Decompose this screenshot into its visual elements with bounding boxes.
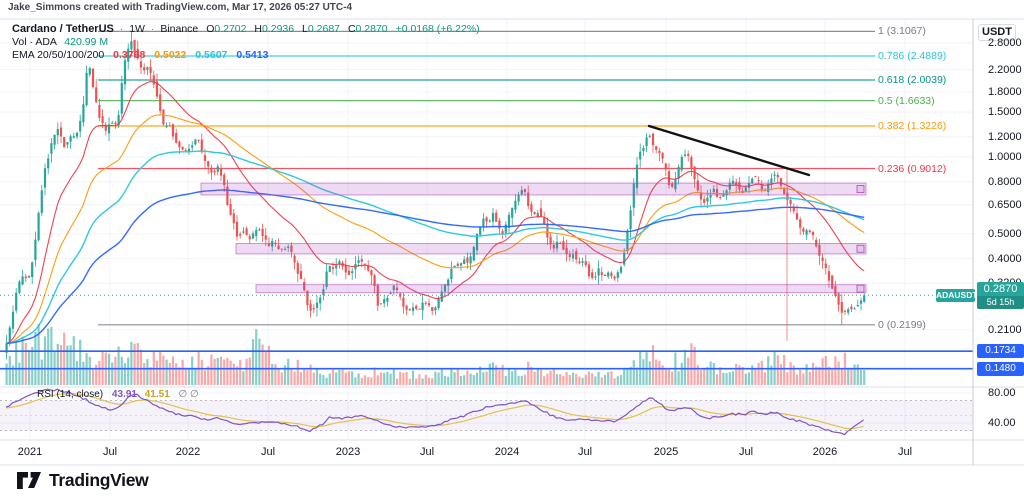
ema50-value: 0.5022 [154,49,187,61]
close-label: C [347,23,356,35]
time-tick-label: Jul [897,446,913,458]
rsi-label: RSI (14, close) [37,389,104,400]
open-value: 0.2702 [214,23,247,35]
change-value: +0.0168 (+6.22%) [395,23,480,35]
price-tick-label: 0.4000 [988,252,1022,265]
interval-label[interactable]: 1W [129,23,145,35]
rsi-tick-label: 40.00 [988,417,1016,429]
alert-price-label: 0.1734 [977,344,1024,359]
volume-label: Vol · ADA [12,36,57,48]
fib-level-label: 0.5 (1.6633) [878,94,935,107]
rsi-pane-plot [0,388,973,436]
last-price-value: 0.2870 [983,283,1018,295]
legend-symbol-row[interactable]: Cardano / TetherUS · 1W · Binance O0.270… [12,23,480,35]
fib-level-label: 0.236 (0.9012) [878,162,947,175]
price-tick-label: 2.2000 [988,63,1022,76]
rsi-value: 43.91 [111,389,137,400]
price-tick-label: 1.0000 [988,151,1022,163]
zone-rectangle[interactable] [235,243,867,255]
alert-price-label: 0.1480 [977,361,1024,376]
trendline-drawing[interactable] [647,124,811,177]
high-value: 0.2936 [262,23,295,35]
high-label: H [254,23,262,35]
rsi-tick-label: 80.00 [988,387,1016,399]
time-tick-label: Jul [260,446,276,458]
zone-handle[interactable] [856,244,865,253]
fibonacci-retracement-drawing[interactable] [98,30,875,326]
zone-rectangle[interactable] [200,182,867,196]
separator: · [119,23,124,35]
price-tick-label: 0.5000 [988,227,1022,240]
tradingview-logo-text: TradingView [49,470,149,490]
price-scale-currency-button[interactable]: USDT [978,24,1016,41]
time-tick-label: 2022 [175,446,201,458]
fib-level-label: 0 (0.2199) [878,318,926,331]
legend-volume-row[interactable]: Vol · ADA 420.99 M [12,36,108,48]
low-label: L [302,23,308,35]
time-tick-label: 2026 [812,446,838,458]
time-tick-label: Jul [577,446,593,458]
price-tick-label: 0.6500 [988,198,1022,211]
time-tick-label: Jul [419,446,435,458]
low-value: 0.2687 [307,23,341,35]
time-tick-label: Jul [738,446,754,458]
rsi-hidden-values: ∅ ∅ [178,389,199,400]
volume-value: 420.99 M [64,36,109,48]
ema200-value: 0.5413 [236,49,269,61]
bar-countdown: 5d 15h [977,296,1024,309]
rsi-ma-value: 41.51 [144,389,170,400]
pane-borders [0,18,1024,466]
separator: · [150,23,155,35]
symbol-title[interactable]: Cardano / TetherUS [12,23,114,35]
time-tick-label: Jul [102,446,118,458]
volume-series [5,323,866,385]
fib-level-label: 1 (3.1067) [878,25,926,38]
zone-rectangle[interactable] [255,284,867,294]
tradingview-logo[interactable]: TradingView [16,470,149,491]
price-tick-label: 0.2100 [988,323,1022,336]
fib-level-label: 0.382 (1.3226) [878,120,947,133]
grid-lines [0,19,973,440]
legend-ema-row[interactable]: EMA 20/50/100/200 0.3768 0.5022 0.5607 0… [12,49,268,61]
time-tick-label: 2024 [494,446,520,458]
price-tick-label: 2.8000 [988,36,1022,49]
close-value: 0.2870 [355,23,388,35]
time-tick-label: 2025 [653,446,679,458]
rsi-legend[interactable]: RSI (14, close) 43.91 41.51 ∅ ∅ [37,389,199,400]
price-tick-label: 1.2000 [988,130,1022,143]
last-price-label: 0.2870 5d 15h [977,282,1024,309]
price-tick-label: 1.5000 [988,106,1022,119]
price-tick-label: 1.8000 [988,85,1022,98]
ema100-value: 0.5607 [195,49,228,61]
horizontal-alert-lines[interactable] [0,350,973,370]
price-tick-label: 0.8000 [988,175,1022,188]
time-tick-label: 2023 [335,446,361,458]
fib-level-label: 0.786 (2.4889) [878,49,947,62]
attribution-text: Jake_Simmons created with TradingView.co… [8,2,353,13]
ema-label: EMA 20/50/100/200 [12,49,105,61]
zone-handle[interactable] [856,284,865,293]
ema20-value: 0.3768 [113,49,146,61]
zone-handle[interactable] [856,185,865,193]
time-tick-label: 2021 [17,446,43,458]
symbol-price-tag: ADAUSDT [936,289,978,302]
tradingview-logo-icon [17,472,41,489]
open-label: O [206,23,215,35]
supply-demand-zone-drawings[interactable] [200,182,867,294]
ema-lines [6,80,865,344]
fib-level-label: 0.618 (2.0039) [878,73,947,86]
exchange-label[interactable]: Binance [160,23,199,35]
